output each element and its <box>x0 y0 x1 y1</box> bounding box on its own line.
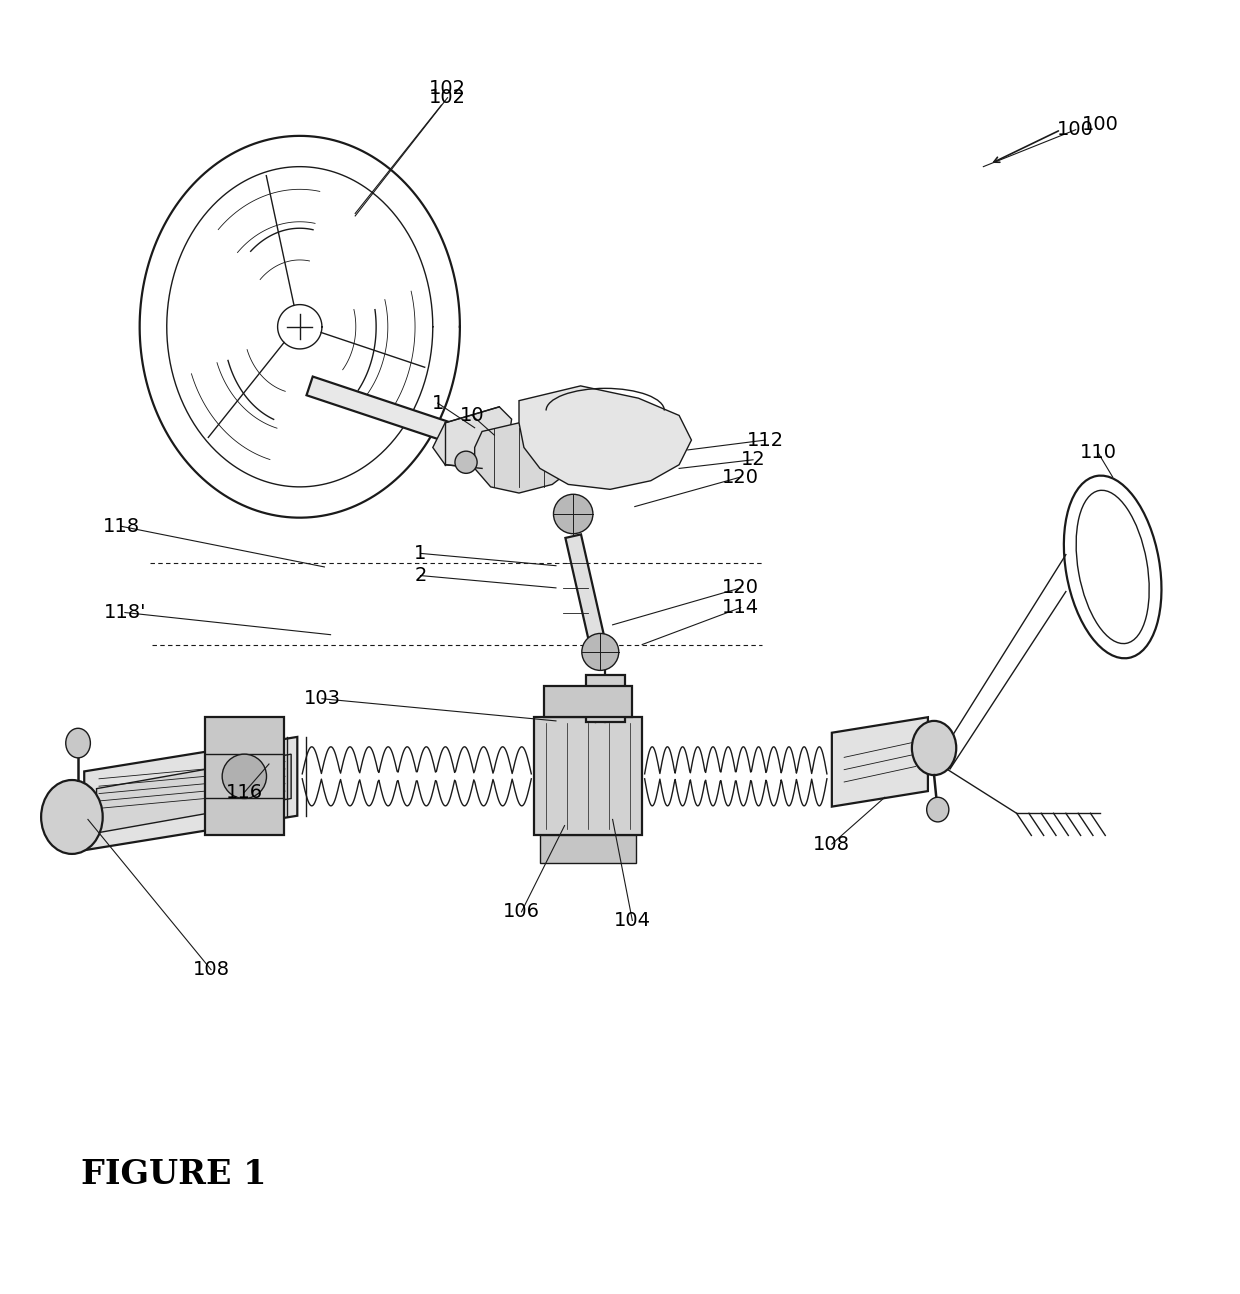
Text: 120: 120 <box>722 578 759 598</box>
Polygon shape <box>539 836 636 863</box>
Ellipse shape <box>455 452 477 474</box>
Text: 110: 110 <box>1079 443 1116 462</box>
Polygon shape <box>205 717 284 836</box>
Polygon shape <box>306 377 475 449</box>
Text: 114: 114 <box>722 598 759 617</box>
Text: 12: 12 <box>740 450 765 470</box>
Text: 112: 112 <box>746 431 784 449</box>
Text: 118': 118' <box>104 603 146 622</box>
Polygon shape <box>97 754 291 833</box>
Polygon shape <box>543 686 632 717</box>
Text: 103: 103 <box>304 690 341 708</box>
Text: 100: 100 <box>1058 120 1094 140</box>
Text: 1: 1 <box>432 393 444 413</box>
Text: 108: 108 <box>813 835 851 854</box>
Text: 100: 100 <box>1081 115 1118 135</box>
Polygon shape <box>520 386 692 489</box>
Text: 118: 118 <box>103 516 140 536</box>
Text: 102: 102 <box>429 79 466 97</box>
Polygon shape <box>565 534 605 646</box>
Text: 104: 104 <box>614 911 651 930</box>
Text: FIGURE 1: FIGURE 1 <box>81 1158 267 1192</box>
Ellipse shape <box>911 721 956 775</box>
Text: 2: 2 <box>414 565 427 585</box>
Text: 106: 106 <box>503 902 539 921</box>
Ellipse shape <box>222 754 267 798</box>
Ellipse shape <box>553 494 593 533</box>
Text: 116: 116 <box>226 783 263 802</box>
Text: 108: 108 <box>192 960 229 980</box>
Ellipse shape <box>66 729 91 758</box>
Ellipse shape <box>926 797 949 822</box>
Ellipse shape <box>41 780 103 854</box>
Polygon shape <box>433 406 512 468</box>
Polygon shape <box>832 717 928 806</box>
Text: 10: 10 <box>460 406 485 424</box>
Polygon shape <box>533 717 642 836</box>
Polygon shape <box>84 736 298 850</box>
Ellipse shape <box>582 634 619 670</box>
Polygon shape <box>475 423 577 493</box>
Text: 120: 120 <box>722 467 759 487</box>
Text: 1: 1 <box>414 543 427 563</box>
Text: 102: 102 <box>429 88 466 107</box>
Polygon shape <box>585 675 625 722</box>
